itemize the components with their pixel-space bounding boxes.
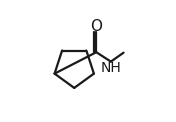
Text: O: O	[90, 19, 102, 34]
Text: NH: NH	[101, 61, 122, 75]
